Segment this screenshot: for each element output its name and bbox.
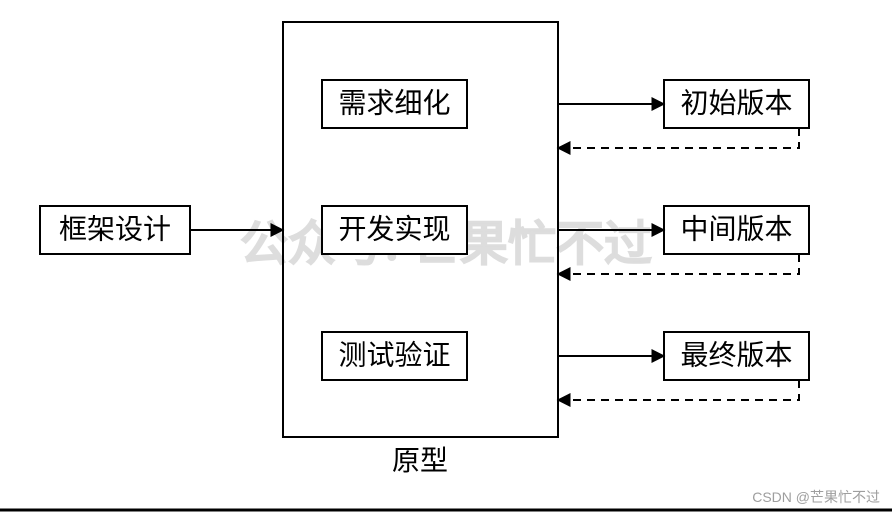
requirements-box-label: 需求细化	[338, 88, 450, 120]
footer-attribution: CSDN @芒果忙不过	[752, 489, 880, 505]
testing-box-label: 测试验证	[338, 340, 450, 372]
flowchart-diagram: 公众号: 芒果忙不过原型框架设计需求细化开发实现测试验证初始版本中间版本最终版本…	[0, 0, 892, 520]
framework-box-label: 框架设计	[59, 214, 171, 246]
feedback-final	[558, 380, 799, 400]
feedback-initial	[558, 128, 799, 148]
development-box-label: 开发实现	[338, 214, 450, 246]
final-version-box-label: 最终版本	[680, 340, 792, 372]
initial-version-box-label: 初始版本	[680, 88, 792, 120]
prototype-label: 原型	[392, 445, 448, 477]
middle-version-box-label: 中间版本	[680, 214, 792, 246]
